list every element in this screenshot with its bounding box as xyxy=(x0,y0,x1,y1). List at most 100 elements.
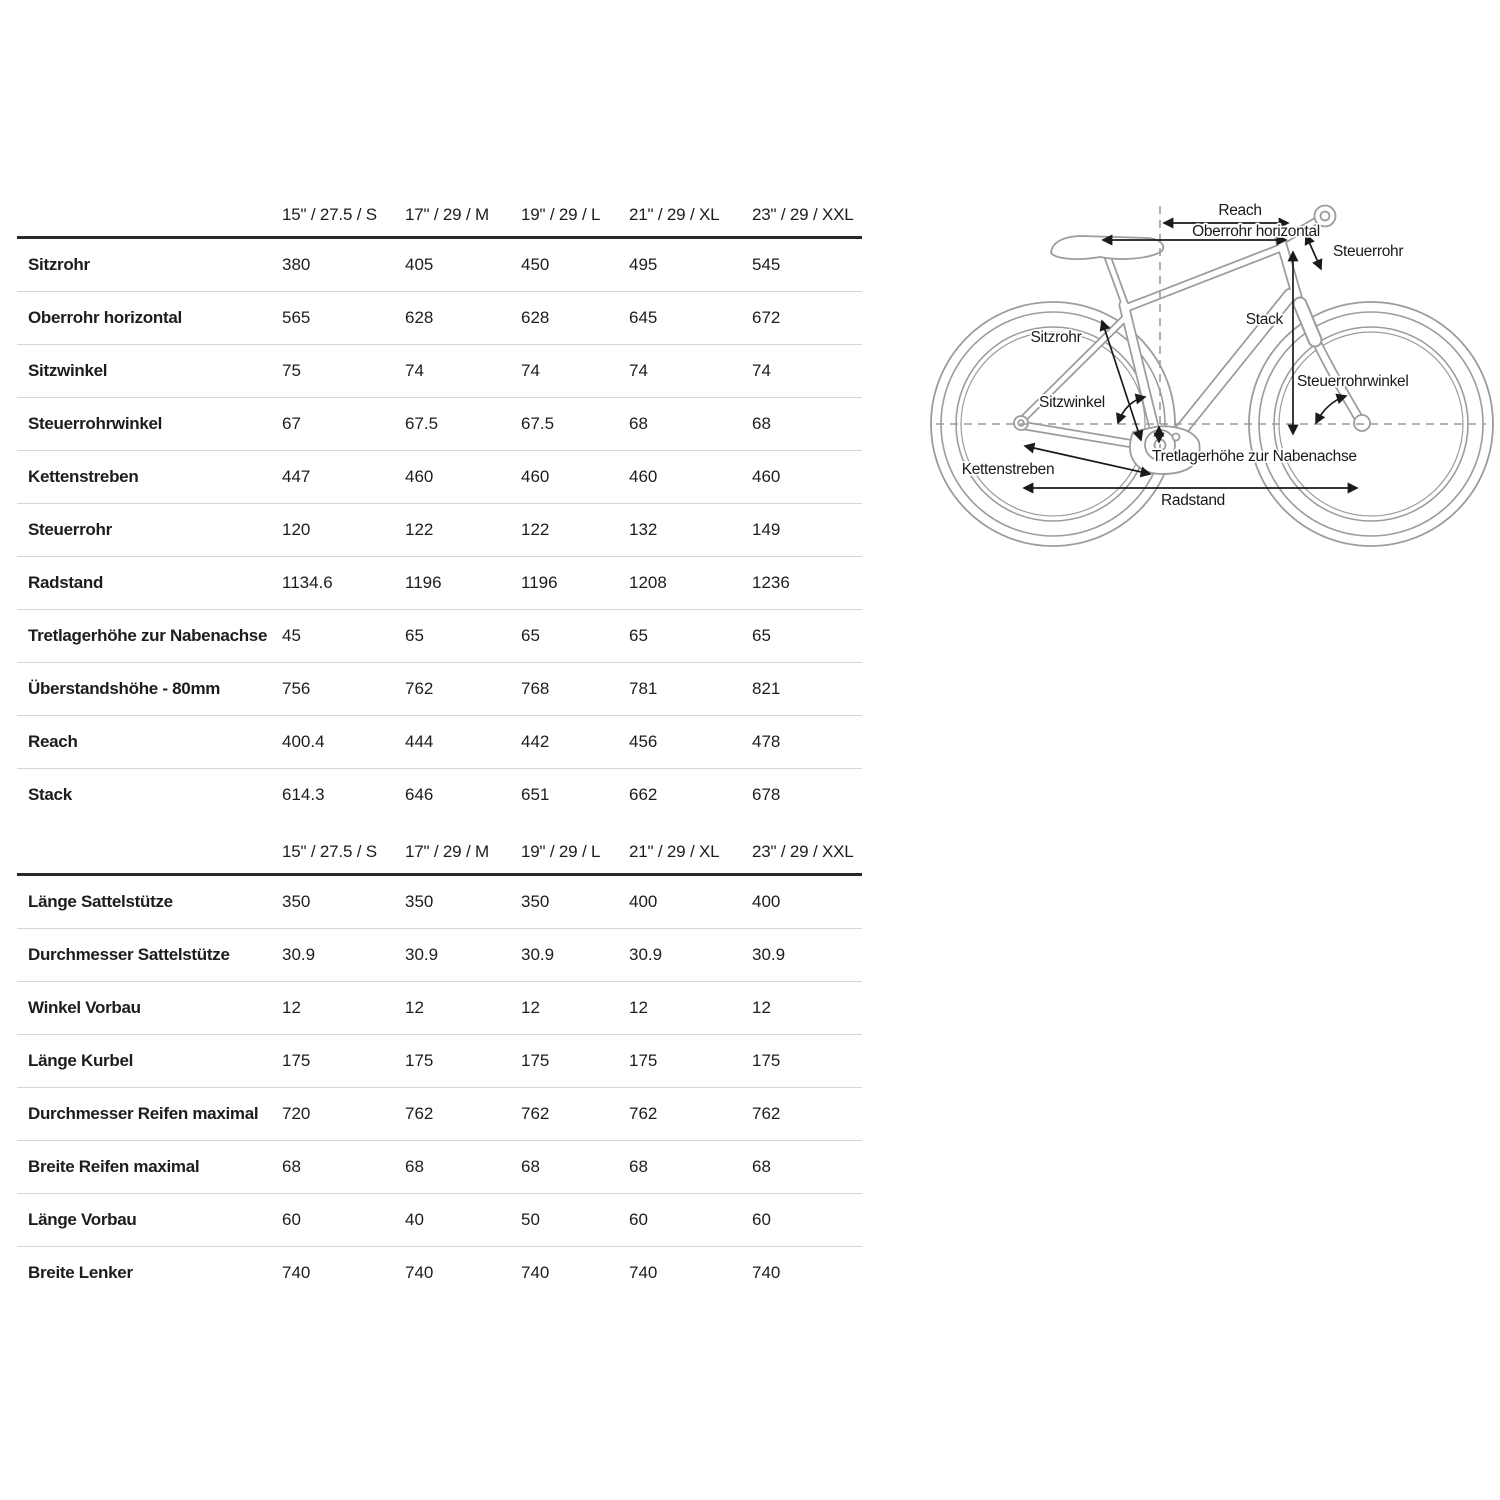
value-cell: 628 xyxy=(521,308,550,327)
value-cell: 545 xyxy=(752,255,781,274)
value-cell: 740 xyxy=(521,1263,550,1282)
tretlagerhoehe-label: Tretlagerhöhe zur Nabenachse xyxy=(1152,448,1357,465)
table-row: Länge Sattelstütze 350 350 350 400 400 xyxy=(17,875,862,929)
value-cell: 75 xyxy=(282,361,301,380)
row-label: Länge Kurbel xyxy=(28,1051,134,1070)
row-label: Breite Lenker xyxy=(28,1263,133,1282)
value-cell: 30.9 xyxy=(405,945,439,964)
dimension-arrows xyxy=(1022,217,1359,494)
value-cell: 65 xyxy=(752,626,771,645)
value-cell: 122 xyxy=(405,520,434,539)
size-column-header: 17" / 29 / M xyxy=(405,842,489,861)
table-row: Tretlagerhöhe zur Nabenachse 45 65 65 65 65 xyxy=(17,609,862,663)
table-row: Länge Vorbau 60 40 50 60 60 xyxy=(17,1193,862,1247)
bike-geometry-diagram: Reach Oberrohr horizontal Steuerrohr Sta… xyxy=(880,180,1500,560)
value-cell: 1236 xyxy=(752,573,790,592)
value-cell: 740 xyxy=(405,1263,434,1282)
row-label: Durchmesser Reifen maximal xyxy=(28,1104,259,1123)
table-row: Kettenstreben 447 460 460 460 460 xyxy=(17,450,862,504)
value-cell: 175 xyxy=(405,1051,434,1070)
value-cell: 149 xyxy=(752,520,781,539)
table-row: Sitzrohr 380 405 450 495 545 xyxy=(17,238,862,292)
value-cell: 821 xyxy=(752,679,781,698)
table-row: Reach 400.4 444 442 456 478 xyxy=(17,715,862,769)
value-cell: 645 xyxy=(629,308,658,327)
size-column-header: 19" / 29 / L xyxy=(521,205,601,224)
row-label: Überstandshöhe - 80mm xyxy=(28,679,221,698)
value-cell: 60 xyxy=(629,1210,648,1229)
row-label: Sitzrohr xyxy=(28,255,90,274)
size-column-header: 23" / 29 / XXL xyxy=(752,842,854,861)
size-column-header: 15" / 27.5 / S xyxy=(282,842,377,861)
value-cell: 768 xyxy=(521,679,550,698)
value-cell: 628 xyxy=(405,308,434,327)
row-label: Steuerrohrwinkel xyxy=(28,414,163,433)
value-cell: 720 xyxy=(282,1104,311,1123)
row-label: Stack xyxy=(28,785,72,804)
stack-label: Stack xyxy=(1246,311,1284,328)
value-cell: 762 xyxy=(521,1104,550,1123)
value-cell: 12 xyxy=(282,998,301,1017)
value-cell: 132 xyxy=(629,520,658,539)
value-cell: 12 xyxy=(405,998,424,1017)
value-cell: 68 xyxy=(405,1157,424,1176)
geometry-table: 15" / 27.5 / S 17" / 29 / M 19" / 29 / L 21… xyxy=(17,205,862,821)
value-cell: 67.5 xyxy=(405,414,439,433)
value-cell: 68 xyxy=(629,414,648,433)
table-row: Oberrohr horizontal 565 628 628 645 672 xyxy=(17,291,862,345)
value-cell: 45 xyxy=(282,626,301,645)
value-cell: 762 xyxy=(405,679,434,698)
size-column-header: 19" / 29 / L xyxy=(521,842,601,861)
value-cell: 350 xyxy=(521,892,550,911)
value-cell: 450 xyxy=(521,255,550,274)
value-cell: 380 xyxy=(282,255,311,274)
value-cell: 762 xyxy=(405,1104,434,1123)
sitzrohr-label: Sitzrohr xyxy=(1030,329,1081,346)
radstand-label: Radstand xyxy=(1161,492,1225,509)
steuerrohrwinkel-label: Steuerrohrwinkel xyxy=(1297,373,1409,390)
value-cell: 460 xyxy=(405,467,434,486)
value-cell: 400 xyxy=(752,892,781,911)
value-cell: 762 xyxy=(752,1104,781,1123)
sitzwinkel-arc xyxy=(1116,393,1147,425)
row-label: Kettenstreben xyxy=(28,467,139,486)
value-cell: 662 xyxy=(629,785,658,804)
value-cell: 350 xyxy=(405,892,434,911)
value-cell: 60 xyxy=(752,1210,771,1229)
value-cell: 460 xyxy=(521,467,550,486)
value-cell: 67.5 xyxy=(521,414,555,433)
row-label: Sitzwinkel xyxy=(28,361,108,380)
value-cell: 175 xyxy=(282,1051,311,1070)
size-column-header: 21" / 29 / XL xyxy=(629,842,720,861)
value-cell: 740 xyxy=(282,1263,311,1282)
reach-label: Reach xyxy=(1218,202,1261,219)
value-cell: 68 xyxy=(282,1157,301,1176)
value-cell: 740 xyxy=(629,1263,658,1282)
value-cell: 646 xyxy=(405,785,434,804)
value-cell: 175 xyxy=(752,1051,781,1070)
rear-axle xyxy=(1017,419,1025,427)
value-cell: 74 xyxy=(629,361,648,380)
value-cell: 120 xyxy=(282,520,311,539)
value-cell: 65 xyxy=(629,626,648,645)
value-cell: 565 xyxy=(282,308,311,327)
handlebar-grip-inner xyxy=(1319,210,1331,222)
value-cell: 781 xyxy=(629,679,658,698)
value-cell: 12 xyxy=(521,998,540,1017)
value-cell: 40 xyxy=(405,1210,424,1229)
size-column-header: 17" / 29 / M xyxy=(405,205,489,224)
value-cell: 175 xyxy=(629,1051,658,1070)
value-cell: 444 xyxy=(405,732,434,751)
corner-cell xyxy=(17,205,282,238)
value-cell: 1196 xyxy=(405,573,442,592)
value-cell: 456 xyxy=(629,732,658,751)
value-cell: 495 xyxy=(629,255,658,274)
kettenstreben-label: Kettenstreben xyxy=(962,461,1055,478)
dimension-labels: Reach Oberrohr horizontal Steuerrohr Sta… xyxy=(960,200,1411,511)
size-header-row: 15" / 27.5 / S 17" / 29 / M 19" / 29 / L 21… xyxy=(17,821,862,875)
value-cell: 68 xyxy=(629,1157,648,1176)
value-cell: 74 xyxy=(405,361,424,380)
value-cell: 1208 xyxy=(629,573,667,592)
value-cell: 756 xyxy=(282,679,311,698)
